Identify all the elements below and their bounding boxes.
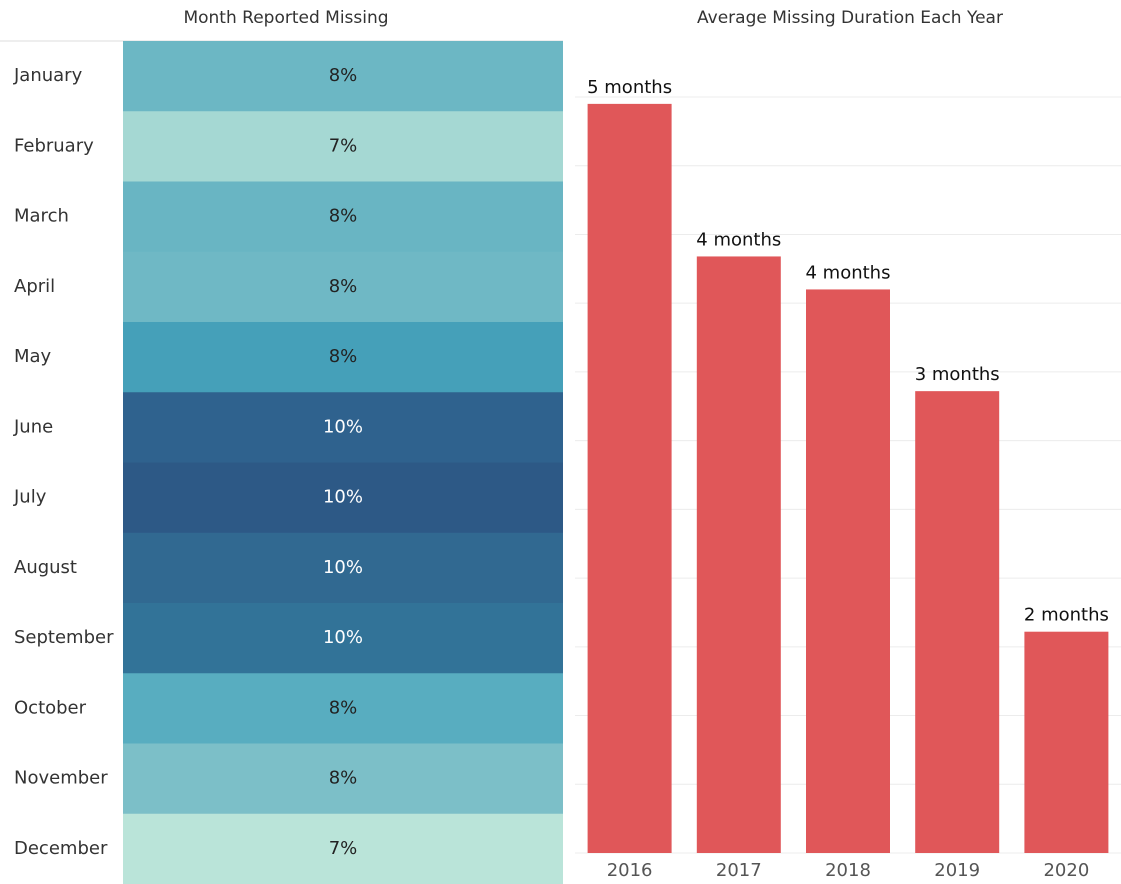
x-tick-label: 2020 — [1043, 860, 1089, 881]
cell-label: 10% — [323, 416, 363, 437]
row-label: August — [14, 557, 77, 578]
heat-cell — [123, 41, 563, 112]
heat-cell — [123, 462, 563, 534]
cell-label: 8% — [329, 276, 358, 297]
bar-label: 5 months — [587, 77, 672, 98]
bar-label: 4 months — [696, 229, 781, 250]
row-label: February — [14, 135, 94, 156]
cell-label: 8% — [329, 206, 358, 227]
bar — [806, 289, 890, 853]
bar-label: 2 months — [1024, 605, 1109, 626]
cell-label: 10% — [323, 557, 363, 578]
heat-cell — [123, 743, 563, 815]
cell-label: 8% — [329, 346, 358, 367]
row-label: May — [14, 346, 52, 367]
cell-label: 10% — [323, 487, 363, 508]
heat-cell — [123, 673, 563, 744]
x-tick-label: 2017 — [716, 860, 762, 881]
heat-cell — [123, 392, 563, 463]
bar-label: 3 months — [915, 364, 1000, 385]
cell-label: 7% — [329, 838, 358, 859]
row-label: March — [14, 206, 69, 227]
cell-label: 10% — [323, 627, 363, 648]
bar-label: 4 months — [806, 262, 891, 283]
heat-cell — [123, 181, 563, 253]
row-label: July — [13, 487, 47, 508]
x-tick-label: 2016 — [607, 860, 653, 881]
x-tick-label: 2018 — [825, 860, 871, 881]
cell-label: 8% — [329, 65, 358, 86]
heat-cell — [123, 322, 563, 393]
heat-cell — [123, 813, 563, 884]
cell-label: 8% — [329, 697, 358, 718]
cell-label: 7% — [329, 135, 358, 156]
row-label: June — [13, 416, 53, 437]
row-label: September — [14, 627, 114, 648]
row-label: November — [14, 768, 108, 789]
heat-cell — [123, 111, 563, 182]
bar — [1024, 631, 1109, 853]
bar — [696, 256, 781, 853]
bar — [915, 391, 1000, 853]
row-label: April — [14, 276, 55, 297]
bar-title: Average Missing Duration Each Year — [697, 8, 1003, 28]
x-tick-label: 2019 — [934, 860, 980, 881]
heat-cell — [123, 532, 563, 604]
row-label: January — [13, 65, 83, 86]
bar — [587, 103, 672, 853]
row-label: October — [14, 697, 87, 718]
heatmap-title: Month Reported Missing — [183, 8, 388, 28]
heat-cell — [123, 251, 563, 323]
heat-cell — [123, 603, 563, 674]
cell-label: 8% — [329, 768, 358, 789]
row-label: December — [14, 838, 108, 859]
